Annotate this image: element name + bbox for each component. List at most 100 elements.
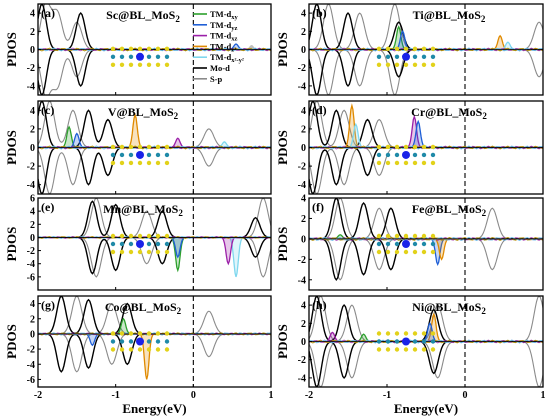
y-tick-label: 2 bbox=[301, 27, 306, 38]
y-tick-label: -2 bbox=[298, 162, 306, 173]
atom bbox=[385, 152, 391, 158]
atom bbox=[137, 233, 143, 239]
y-axis-title: PDOS bbox=[275, 227, 290, 262]
atom bbox=[164, 144, 170, 150]
panel-label: (a) bbox=[41, 6, 55, 20]
atom bbox=[128, 347, 134, 352]
x-tick-label: 0 bbox=[191, 390, 196, 401]
series-mo-d-down bbox=[38, 146, 271, 194]
atom bbox=[376, 249, 382, 255]
panel-label: (e) bbox=[41, 200, 54, 214]
y-tick-label: 2 bbox=[30, 220, 35, 231]
atom bbox=[403, 249, 409, 255]
series-tm-d-peak bbox=[158, 236, 198, 259]
atom bbox=[119, 347, 125, 352]
atom bbox=[412, 62, 418, 67]
atom bbox=[430, 331, 436, 336]
atom bbox=[146, 152, 152, 158]
x-tick-label: -1 bbox=[111, 390, 119, 401]
atom bbox=[376, 152, 382, 158]
atom bbox=[412, 160, 418, 166]
y-tick-label: -4 bbox=[27, 180, 35, 191]
series-s-p-down bbox=[38, 333, 271, 373]
atom bbox=[394, 144, 400, 150]
series-tm-d-peak bbox=[216, 236, 256, 278]
panel-a: -4 -2 0 2 4 PDOS (a) Sc@BL_MoS2 bbox=[4, 3, 272, 96]
atom bbox=[376, 331, 382, 336]
atom bbox=[110, 144, 116, 150]
atom bbox=[421, 54, 427, 59]
atom bbox=[412, 233, 418, 239]
atom bbox=[412, 46, 418, 51]
panel-label: (g) bbox=[41, 298, 55, 312]
atom bbox=[119, 54, 125, 59]
atom bbox=[119, 331, 125, 336]
atom bbox=[155, 347, 161, 352]
series-tm-d-baseline bbox=[38, 47, 271, 52]
y-tick-label: -4 bbox=[298, 180, 306, 191]
atom bbox=[155, 46, 161, 51]
y-tick-label: 0 bbox=[30, 45, 35, 56]
atom bbox=[119, 249, 125, 255]
atom bbox=[128, 339, 134, 344]
y-axis-title: PDOS bbox=[4, 227, 19, 262]
panel-title: Cr@BL_MoS2 bbox=[411, 105, 487, 121]
atom bbox=[385, 249, 391, 255]
y-tick-label: -2 bbox=[298, 255, 306, 266]
atom bbox=[128, 160, 134, 166]
atom bbox=[128, 249, 134, 255]
atom bbox=[110, 160, 116, 166]
y-tick-label: -4 bbox=[298, 373, 306, 384]
atom bbox=[376, 347, 382, 352]
atom bbox=[137, 46, 143, 51]
atom bbox=[394, 54, 400, 59]
atom bbox=[146, 144, 152, 150]
x-tick-label: 0 bbox=[463, 390, 468, 401]
atom bbox=[421, 46, 427, 51]
panel-title: Sc@BL_MoS2 bbox=[106, 8, 180, 24]
y-tick-label: -6 bbox=[27, 272, 35, 283]
y-tick-label: -4 bbox=[27, 360, 35, 371]
atom bbox=[421, 339, 427, 344]
atom bbox=[412, 339, 418, 344]
series-tm-d-baseline bbox=[38, 332, 271, 336]
atom bbox=[110, 46, 116, 51]
atom bbox=[119, 241, 125, 247]
atom bbox=[110, 347, 116, 352]
atom bbox=[412, 249, 418, 255]
y-tick-label: 0 bbox=[30, 143, 35, 154]
atom bbox=[155, 241, 161, 247]
series-tm-d-peak bbox=[232, 45, 271, 50]
atom bbox=[137, 62, 143, 67]
series-tm-d-peak bbox=[422, 238, 462, 261]
atom bbox=[128, 152, 134, 158]
atom bbox=[164, 46, 170, 51]
y-tick-label: 4 bbox=[301, 9, 306, 20]
x-axis-title-left: Energy(eV) bbox=[122, 401, 186, 416]
atom bbox=[155, 339, 161, 344]
panel-frame bbox=[308, 197, 544, 291]
series-tm-d-peak bbox=[208, 236, 248, 266]
y-tick-label: 0 bbox=[301, 234, 306, 245]
atom bbox=[146, 46, 152, 51]
atom bbox=[128, 62, 134, 67]
tm-atom bbox=[136, 240, 144, 248]
y-tick-label: -4 bbox=[298, 81, 306, 92]
atom bbox=[155, 160, 161, 166]
series-tm-d-peak bbox=[115, 112, 155, 149]
atom bbox=[155, 152, 161, 158]
x-tick-label: 1 bbox=[269, 390, 274, 401]
panel-label: (h) bbox=[312, 298, 327, 312]
panel-g: -6 -4 -2 0 2 4 -2 -1 0 1 PDOS (g) Co@BL_MoS2 bbox=[4, 295, 274, 401]
panel-title: Mn@BL_MoS2 bbox=[103, 202, 183, 218]
y-tick-label: 0 bbox=[30, 233, 35, 244]
y-tick-label: 0 bbox=[301, 45, 306, 56]
atom bbox=[146, 62, 152, 67]
atom bbox=[394, 249, 400, 255]
atom bbox=[430, 249, 436, 255]
atom bbox=[164, 62, 170, 67]
atom bbox=[146, 339, 152, 344]
structure-inset bbox=[376, 331, 436, 352]
y-tick-label: 2 bbox=[301, 214, 306, 225]
